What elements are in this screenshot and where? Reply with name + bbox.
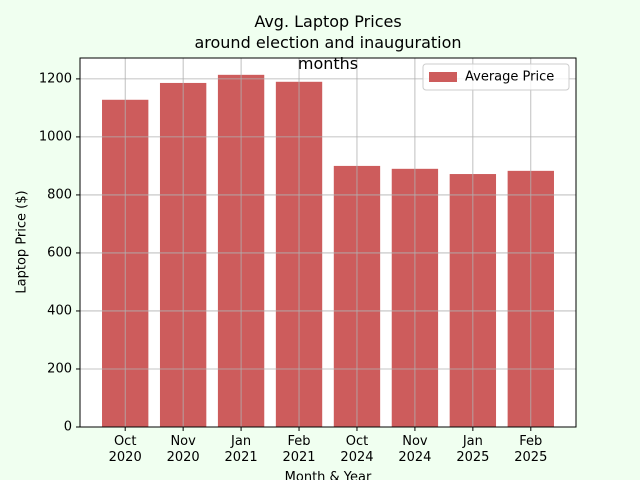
axes-frame	[79, 57, 577, 428]
x-tick-label: Oct 2020	[108, 434, 142, 465]
x-tick-label: Jan 2021	[224, 434, 258, 465]
legend-label: Average Price	[465, 70, 554, 85]
x-tick-label: Feb 2021	[282, 434, 316, 465]
y-tick-label: 0	[64, 420, 72, 435]
x-tick-label: Nov 2024	[398, 434, 432, 465]
y-axis-label: Laptop Price ($)	[15, 190, 30, 293]
chart-title: Avg. Laptop Prices around election and i…	[194, 12, 462, 73]
x-tick-label: Jan 2025	[456, 434, 490, 465]
x-axis-label: Month & Year	[284, 470, 372, 480]
y-tick-label: 1000	[39, 129, 72, 144]
x-tick-label: Feb 2025	[514, 434, 548, 465]
legend-swatch	[429, 72, 457, 82]
y-tick-label: 400	[47, 303, 72, 318]
plot-area	[80, 58, 576, 427]
x-tick-label: Oct 2024	[340, 434, 374, 465]
y-tick-label: 1200	[39, 71, 72, 86]
x-tick-label: Nov 2020	[166, 434, 200, 465]
y-tick-label: 200	[47, 361, 72, 376]
legend-box	[422, 63, 570, 91]
y-tick-label: 600	[47, 245, 72, 260]
y-tick-label: 800	[47, 187, 72, 202]
